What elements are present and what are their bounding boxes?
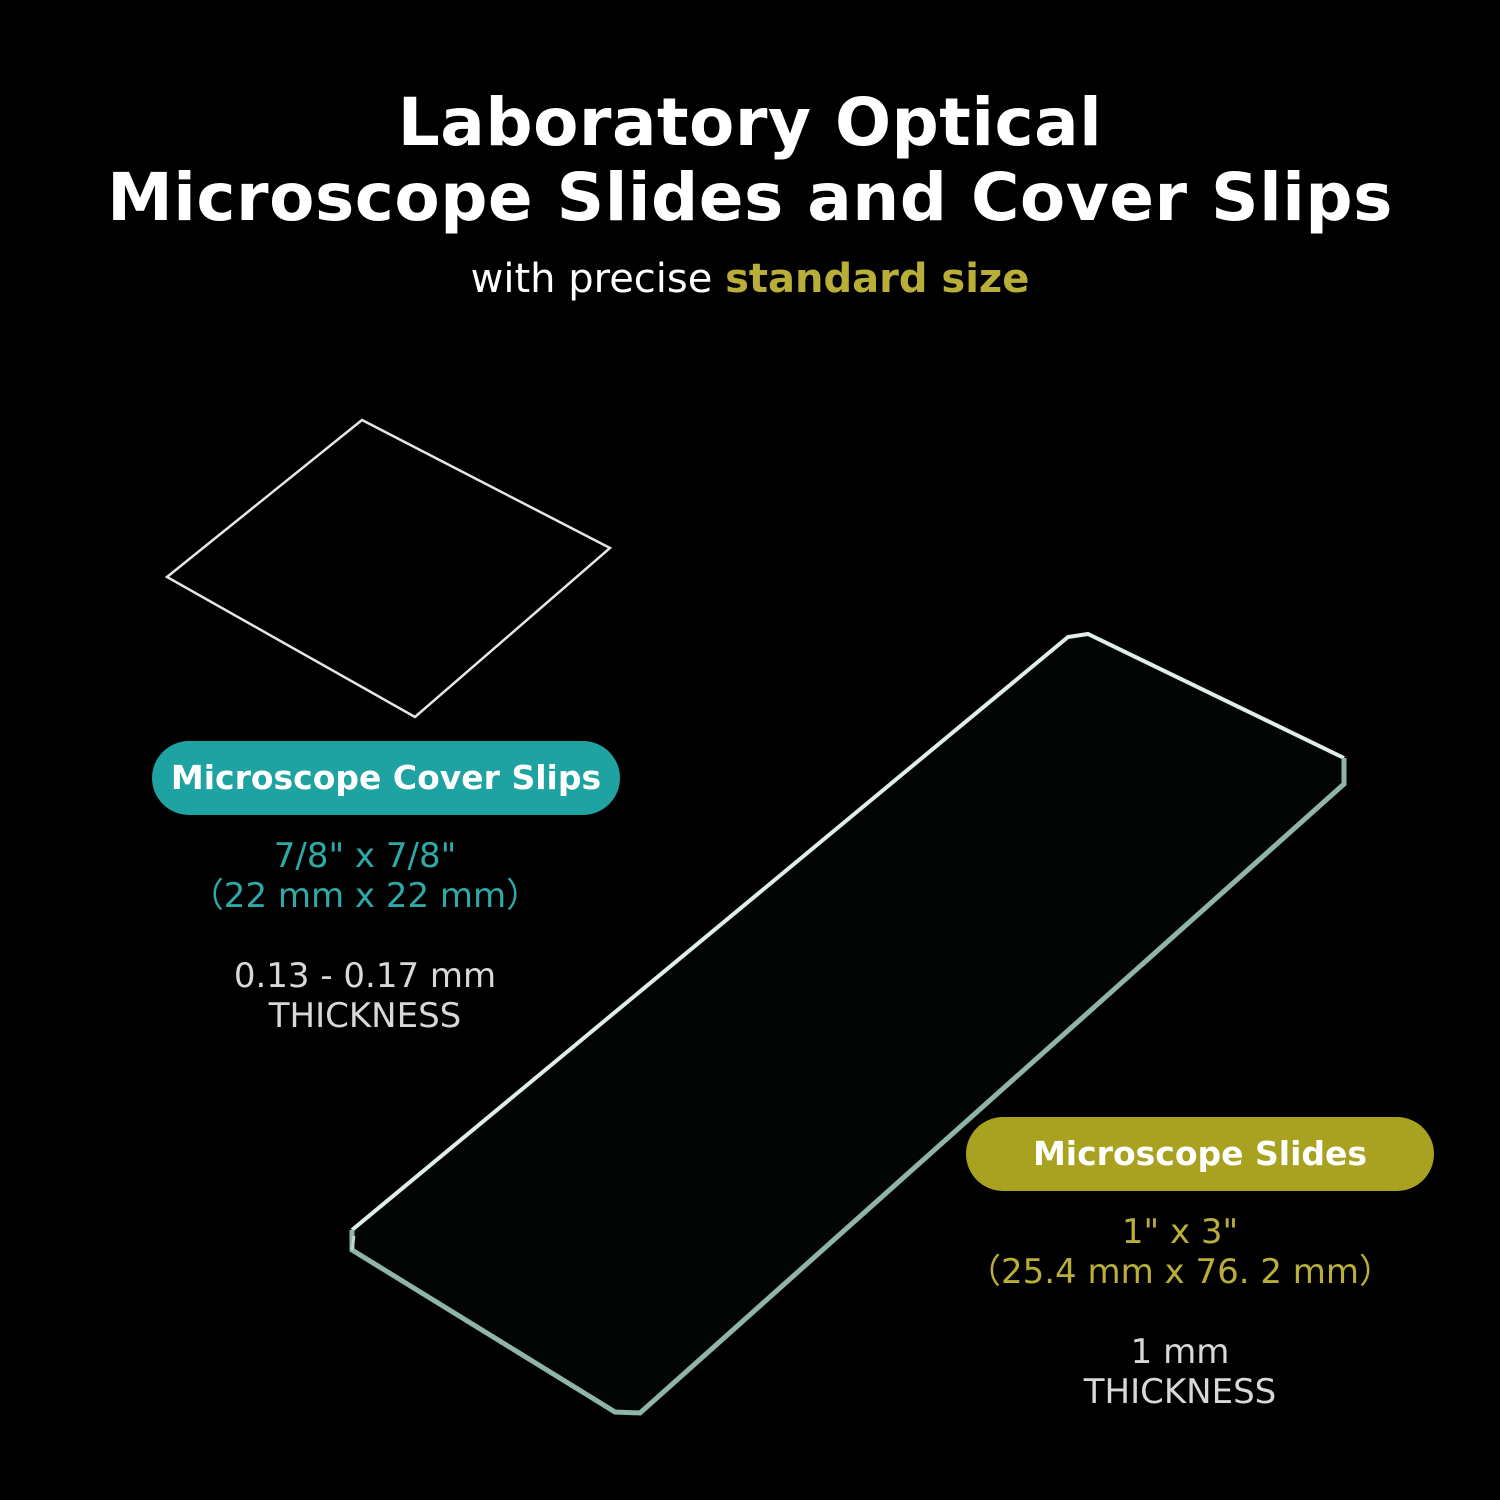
cover-slips-label-badge: Microscope Cover Slips	[152, 741, 620, 815]
slides-thickness-label: THICKNESS	[1083, 1372, 1277, 1412]
cover-slips-thickness-label: THICKNESS	[268, 996, 462, 1036]
slides-thickness-value: 1 mm	[1130, 1332, 1230, 1372]
cover-slips-size-mm: （22 mm x 22 mm）	[189, 876, 541, 916]
cover-slips-thickness-value: 0.13 - 0.17 mm	[233, 956, 497, 996]
cover-slip-image	[164, 418, 613, 719]
subtitle: with precise standard size	[0, 256, 1500, 302]
title-line-2: Microscope Slides and Cover Slips	[107, 159, 1393, 236]
slides-size-mm: （25.4 mm x 76. 2 mm）	[966, 1252, 1394, 1292]
slides-label-badge: Microscope Slides	[966, 1117, 1434, 1191]
title-line-1: Laboratory Optical	[397, 84, 1103, 161]
subtitle-highlight: standard size	[725, 256, 1030, 302]
slide-image	[349, 631, 1347, 1416]
cover-slips-thickness: 0.13 - 0.17 mm THICKNESS	[150, 956, 580, 1036]
slides-size: 1" x 3" （25.4 mm x 76. 2 mm）	[960, 1212, 1400, 1292]
subtitle-prefix: with precise	[470, 256, 726, 302]
cover-slips-size: 7/8" x 7/8" （22 mm x 22 mm）	[150, 836, 580, 916]
slides-size-inches: 1" x 3"	[1121, 1212, 1239, 1252]
slides-thickness: 1 mm THICKNESS	[960, 1332, 1400, 1412]
cover-slips-size-inches: 7/8" x 7/8"	[273, 836, 457, 876]
